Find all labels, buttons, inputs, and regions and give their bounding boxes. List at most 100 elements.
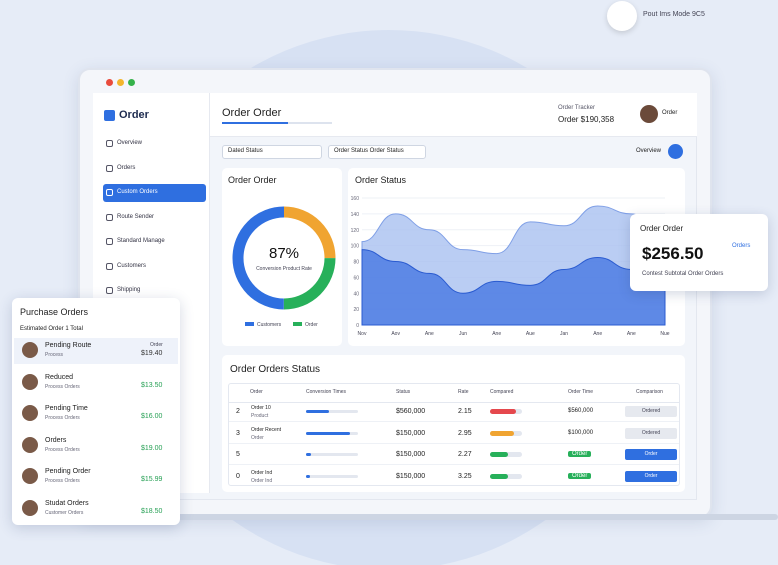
nav-item[interactable]: Custom Orders (117, 189, 158, 195)
column-header: Rate (458, 389, 469, 395)
area (361, 249, 666, 326)
nav-icon (106, 238, 113, 245)
float-title: Order Order (640, 224, 684, 233)
nav-icon (106, 164, 113, 172)
order-time: Order (568, 451, 592, 457)
badge-icon[interactable] (607, 1, 637, 31)
laptop-base (60, 514, 778, 520)
row-id: 5 (236, 451, 240, 458)
donut-center: 87% (269, 245, 299, 262)
nav-item[interactable]: Standard Manage (117, 238, 165, 244)
area-title: Order Status (355, 175, 407, 185)
row-name: Reduced (45, 373, 74, 381)
avatar (22, 468, 38, 484)
row-name: Pending Order (45, 468, 91, 475)
nav-item[interactable]: Shipping (117, 287, 141, 293)
nav-icon (106, 287, 113, 294)
y-tick-label: 60 (353, 275, 359, 281)
overview-button[interactable] (668, 144, 683, 159)
compared-bar (490, 473, 508, 479)
order-time: $100,000 (568, 429, 594, 436)
table-title: Order Orders Status (230, 364, 321, 375)
table-card (222, 355, 685, 492)
filter-dropdown[interactable] (328, 145, 426, 159)
progress-bar (306, 453, 312, 456)
avatar (22, 436, 38, 453)
row-name: Pending Route (45, 342, 92, 349)
row-sub: Order (251, 434, 264, 441)
filter-label: Order Status Order Status (334, 148, 404, 154)
row-amount: $16.00 (141, 413, 163, 420)
y-tick-label: 100 (351, 244, 360, 250)
nav-item[interactable]: Overview (117, 140, 143, 146)
row-highlight (14, 338, 178, 364)
tab-active (222, 122, 288, 124)
row-line (229, 421, 679, 422)
legend-swatch (293, 322, 302, 326)
user-name: Order (662, 110, 678, 116)
row-name: Pending Time (45, 405, 88, 412)
column-header: Order (250, 389, 263, 395)
row-name: Order Ind (251, 469, 273, 476)
table-frame (228, 383, 680, 486)
action-button[interactable]: Order (625, 470, 677, 482)
row-id: 0 (236, 472, 240, 480)
legend-label: Order (305, 322, 318, 328)
float-note: Contest Subtotal Order Orders (642, 271, 724, 277)
action-button[interactable]: Ordered (625, 406, 677, 417)
nav-item[interactable]: Orders (117, 164, 136, 171)
column-header: Order Time (568, 389, 594, 395)
dot (117, 79, 124, 86)
action-button[interactable]: Ordered (625, 427, 677, 439)
progress-bar (306, 410, 330, 413)
header-total: Order $190,358 (558, 115, 615, 124)
row-line (229, 464, 679, 465)
header (210, 93, 697, 137)
progress-track (306, 453, 358, 456)
row-amount: $13.50 (141, 381, 163, 389)
x-tick-label: Ane (425, 331, 434, 337)
x-tick-label: Nue (660, 331, 669, 337)
nav-item[interactable]: Customers (117, 262, 147, 269)
filter-dropdown[interactable] (222, 145, 322, 159)
row-id: 3 (236, 429, 240, 437)
row-name: Orders (45, 436, 67, 444)
progress-track (306, 474, 358, 478)
badge-text: Pout Ims Mode 9C5 (643, 11, 705, 18)
y-tick-label: 80 (353, 260, 359, 266)
row-name: Order Recent (251, 426, 282, 433)
row-sub: Product (251, 413, 269, 419)
y-tick-label: 120 (351, 228, 360, 234)
y-tick-label: 40 (353, 291, 359, 297)
purchase-subtitle: Estimated Order 1 Total (20, 326, 83, 332)
row-rate: 2.95 (458, 429, 472, 437)
avatar (22, 373, 38, 390)
x-tick-label: Ane (492, 331, 501, 337)
row-amount: $560,000 (396, 408, 426, 415)
compared-bar (490, 452, 508, 457)
row-amount: $150,000 (396, 451, 426, 458)
row-amount: $18.50 (141, 507, 163, 515)
row-status: Order (150, 342, 163, 348)
donut-title: Order Order (228, 175, 277, 185)
action-button[interactable]: Order (625, 449, 677, 460)
y-tick-label: 160 (351, 196, 360, 202)
header-title: Order Order (222, 107, 282, 119)
progress-track (306, 410, 358, 413)
float-link[interactable]: Orders (732, 243, 751, 249)
column-header: Compared (490, 389, 514, 395)
overview-link[interactable]: Overview (636, 148, 662, 154)
row-sub: Order Ind (251, 477, 273, 484)
avatar[interactable] (640, 105, 658, 123)
nav-item[interactable]: Route Sender (117, 213, 155, 220)
row-amount: $19.40 (141, 350, 163, 357)
x-tick-label: Aue (526, 331, 535, 337)
table-header-line (229, 402, 679, 403)
dot (128, 79, 135, 86)
nav-icon (106, 213, 113, 221)
x-tick-label: Aov (391, 331, 400, 337)
row-sub: Process (45, 352, 64, 358)
x-tick-label: Nov (358, 331, 367, 337)
filter-label: Dated Status (228, 148, 263, 154)
row-rate: 2.15 (458, 408, 472, 415)
